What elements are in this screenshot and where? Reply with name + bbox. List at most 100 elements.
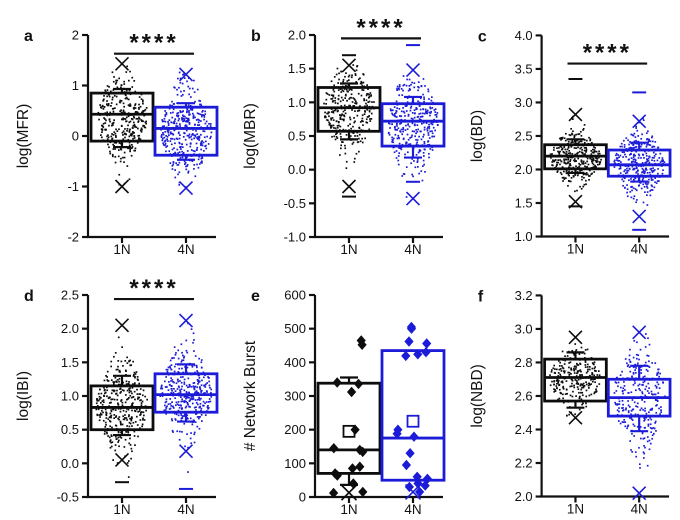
outlier-x-marker <box>178 444 194 459</box>
group-4n-plot <box>606 325 672 501</box>
group-4n-plot <box>153 67 219 196</box>
outlier-x-marker <box>114 452 130 468</box>
x-tick-label: 1N <box>340 242 357 257</box>
box <box>380 102 446 148</box>
group-4n-plot <box>380 321 446 501</box>
x-tick-label: 4N <box>631 501 648 516</box>
whiskers <box>113 87 131 149</box>
y-tick-label: 3.2 <box>515 288 533 303</box>
y-tick-label: 200 <box>284 422 306 437</box>
y-tick-label: 2.6 <box>515 388 533 403</box>
panel-f: f log(NBD) 2.0 2.2 2.4 2.6 2.8 3.0 3.2 1N 4N <box>454 260 680 520</box>
x-tick-label: 1N <box>567 241 584 256</box>
diamond-points <box>392 321 432 498</box>
x-tick-label: 1N <box>113 242 130 257</box>
group-1n-plot <box>316 54 382 198</box>
x-tick-label: 4N <box>404 242 421 257</box>
scatter-cloud <box>159 322 213 473</box>
significance: **** <box>114 30 194 57</box>
panel-d-chart: d log(IBI) -0.5 0.0 0.5 1.0 1.5 2.0 2.5 1N 4N **** <box>15 275 219 517</box>
outlier-x-marker <box>404 483 422 501</box>
panel-letter-b: b <box>251 28 261 45</box>
outlier-x-marker <box>568 107 583 122</box>
y-tick-label: 1.0 <box>61 389 79 404</box>
y-tick-label: 1.0 <box>288 95 306 110</box>
y-tick-label: 2.5 <box>61 288 79 303</box>
outlier-x-marker <box>405 62 421 78</box>
x-tick-label: 4N <box>631 241 648 256</box>
box <box>606 148 672 178</box>
y-tick-label: 600 <box>284 288 306 303</box>
whiskers <box>113 374 131 437</box>
y-axis-label: log(BD) <box>469 110 486 162</box>
axes <box>309 33 443 243</box>
y-tick-label: 2.0 <box>515 162 533 177</box>
significance-stars: **** <box>583 40 632 67</box>
y-tick-label: 1.5 <box>515 195 533 210</box>
y-tick-label: 0 <box>299 490 306 505</box>
outlier-x-marker <box>632 486 647 501</box>
y-tick-label: 2.8 <box>515 355 533 370</box>
significance-stars: **** <box>129 30 178 57</box>
y-tick-label: 2.5 <box>515 128 533 143</box>
outlier-x-marker <box>568 330 583 345</box>
scatter-cloud <box>160 71 213 188</box>
outlier-x-marker <box>632 209 647 224</box>
outlier-x-marker <box>178 180 194 196</box>
y-tick-label: 0.5 <box>288 129 306 144</box>
y-tick-label: 2 <box>72 28 79 43</box>
panel-b: b log(MBR) -1.0 -0.5 0.0 0.5 1.0 1.5 2.0 1N 4N **** <box>227 0 454 260</box>
group-4n-plot <box>606 91 672 231</box>
whiskers <box>630 364 649 433</box>
y-tick-label: 1.5 <box>61 355 79 370</box>
box <box>316 381 382 475</box>
box <box>543 357 608 403</box>
x-tick-label: 4N <box>177 242 194 257</box>
outlier-x-marker <box>341 179 357 194</box>
scatter-cloud <box>549 115 602 193</box>
y-tick-label: 3.5 <box>515 61 533 76</box>
y-tick-label: 400 <box>284 355 306 370</box>
outlier-x-marker <box>114 318 130 333</box>
y-tick-label: 2.4 <box>515 422 533 437</box>
y-axis-label: # Network Burst <box>242 340 259 451</box>
axes <box>535 294 670 503</box>
y-tick-label: 3.0 <box>515 321 533 336</box>
outlier-x-marker <box>178 67 194 82</box>
significance-stars: **** <box>356 14 405 41</box>
scatter-cloud <box>387 75 439 198</box>
scatter-cloud <box>323 64 375 169</box>
axes <box>82 33 216 243</box>
box <box>153 372 219 414</box>
outlier-x-marker <box>405 191 421 206</box>
box <box>153 105 219 157</box>
outlier-x-marker <box>340 484 358 501</box>
outlier-x-marker <box>341 58 357 73</box>
group-1n-plot <box>543 77 608 209</box>
y-tick-label: -0.5 <box>284 196 306 211</box>
panel-b-chart: b log(MBR) -1.0 -0.5 0.0 0.5 1.0 1.5 2.0 1N 4N **** <box>242 14 446 257</box>
box <box>606 377 672 418</box>
y-tick-label: -1 <box>67 179 79 194</box>
y-axis-label: log(MBR) <box>242 103 259 168</box>
scatter-cloud <box>613 333 666 469</box>
significance-stars: **** <box>129 275 178 302</box>
y-tick-label: 2.0 <box>61 321 79 336</box>
y-tick-label: 1 <box>72 78 79 93</box>
outlier-x-marker <box>632 114 647 129</box>
outlier-x-marker <box>632 325 647 340</box>
outlier-x-marker <box>114 179 130 194</box>
panel-f-chart: f log(NBD) 2.0 2.2 2.4 2.6 2.8 3.0 3.2 1N 4N <box>469 288 672 516</box>
panel-letter-a: a <box>24 28 33 45</box>
box <box>543 143 608 171</box>
panel-e-chart: e # Network Burst 0 100 200 300 400 500 600 1N 4N <box>242 288 446 517</box>
y-tick-label: 0 <box>72 129 79 144</box>
panel-a: a log(MFR) -2 -1 0 1 2 1N 4N **** <box>0 0 227 260</box>
panel-c: c log(BD) 1.0 1.5 2.0 2.5 3.0 3.5 4.0 1N 4N **** <box>454 0 680 260</box>
y-tick-label: -1.0 <box>284 230 306 245</box>
x-tick-label: 1N <box>340 502 357 517</box>
x-tick-label: 1N <box>113 502 130 517</box>
y-tick-label: 2.0 <box>288 28 306 43</box>
x-tick-label: 4N <box>177 502 194 517</box>
group-4n-plot <box>380 44 446 206</box>
